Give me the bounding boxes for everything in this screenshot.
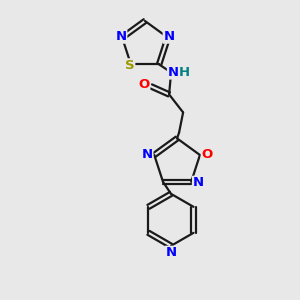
Text: N: N <box>163 30 174 43</box>
Text: O: O <box>201 148 213 160</box>
Text: N: N <box>165 246 177 259</box>
Text: N: N <box>142 148 153 160</box>
Text: O: O <box>139 78 150 91</box>
Text: N: N <box>193 176 204 189</box>
Text: S: S <box>125 59 135 72</box>
Text: H: H <box>178 66 190 79</box>
Text: N: N <box>116 30 127 43</box>
Text: N: N <box>167 66 179 79</box>
